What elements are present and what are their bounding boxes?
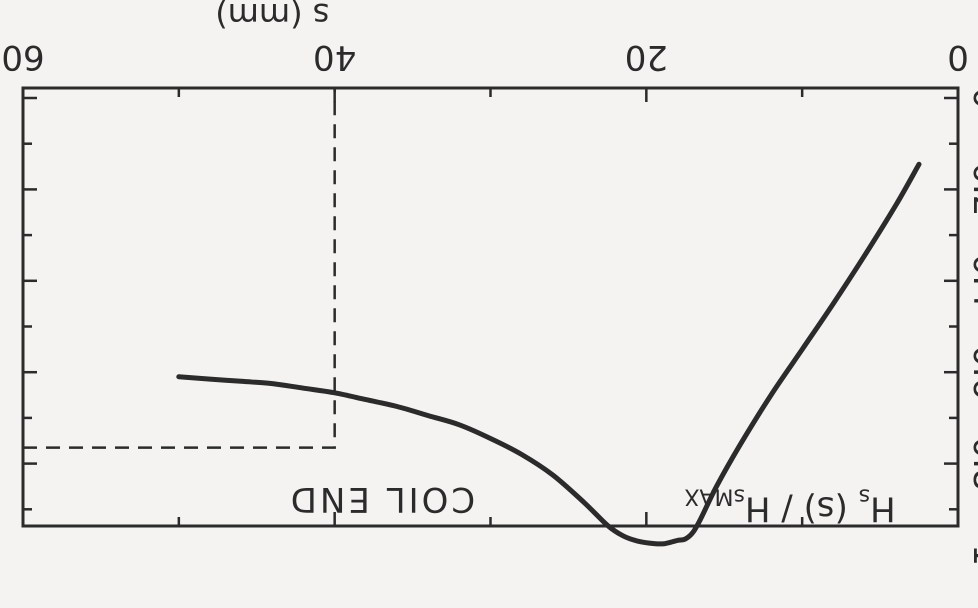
x-tick-label: 60	[1, 37, 44, 77]
x-axis-label: s (mm)	[215, 0, 329, 34]
y-label-sub: s	[859, 483, 870, 508]
y-label-sub2: s	[733, 483, 744, 508]
y-tick-label: 1	[965, 544, 978, 566]
tick-marks	[23, 88, 958, 526]
coil-end-annotation: COIL END	[288, 479, 475, 519]
tick-labels: 0 20 40 60 0 0.2 0.4 0.6 0.8 1	[1, 37, 978, 566]
x-tick-label: 0	[947, 37, 969, 77]
coil-end-dashed-bracket	[23, 88, 336, 449]
y-label-rest: (s) / H	[745, 488, 859, 528]
x-tick-label: 40	[313, 37, 356, 77]
y-tick-label: 0.8	[965, 437, 978, 491]
y-tick-label: 0.4	[965, 254, 978, 308]
y-tick-label: 0.6	[965, 345, 978, 399]
y-label-main: H	[870, 488, 896, 528]
y-tick-label: 0.2	[965, 162, 978, 216]
plot-frame	[21, 86, 960, 528]
x-tick-label: 20	[625, 37, 668, 77]
y-label-sub2-tail: MAX	[684, 483, 733, 508]
y-axis-label: Hs (s) / HsMAX	[684, 483, 895, 528]
y-tick-label: 0	[965, 87, 978, 109]
series-line	[176, 161, 922, 547]
